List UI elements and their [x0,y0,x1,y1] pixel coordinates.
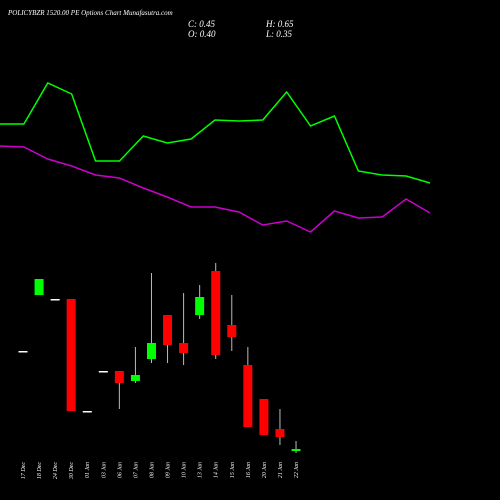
candle-body [179,343,189,353]
candle-body [18,351,28,353]
candle-body [82,411,92,413]
x-tick-label: 24 Dec [52,462,59,479]
x-tick-label: 01 Jan [85,462,91,478]
candle-body [163,315,173,345]
x-tick-label: 22 Jan [294,462,300,478]
candle-body [34,279,44,295]
indicator-line [0,145,431,233]
x-tick-label: 03 Jan [101,462,107,478]
x-tick-label: 07 Jan [133,462,139,478]
low-summary: L: 0.35 [265,29,293,39]
x-tick-label: 18 Dec [37,462,43,479]
candle-body [130,375,140,381]
x-tick-label: 21 Jan [278,462,284,478]
candle-body [195,297,205,315]
close-summary: C: 0.45 [188,19,216,29]
x-tick-label: 08 Jan [149,462,155,478]
high-summary: H: 0.65 [265,19,294,29]
x-tick-label: 16 Jan [246,462,252,478]
candle-body [50,299,60,301]
candle-body [211,271,221,355]
candle-body [146,343,156,359]
x-tick-label: 09 Jan [166,462,172,478]
x-tick-label: 17 Dec [21,462,27,479]
candle-body [291,449,301,451]
chart-title: POLICYBZR 1520.00 PE Options Chart Munaf… [7,9,173,17]
x-tick-label: 13 Jan [198,462,204,478]
x-tick-label: 14 Jan [213,462,220,478]
candle-body [98,371,108,373]
indicator-line [0,82,431,184]
x-tick-label: 20 Jan [262,462,268,478]
candle-body [275,429,285,437]
candle-body [227,325,237,337]
x-tick-label: 15 Jan [230,462,236,478]
candle-body [259,399,269,435]
x-tick-label: 06 Jan [117,462,123,478]
x-tick-label: 30 Dec [69,462,75,480]
candle-body [66,299,76,411]
open-summary: O: 0.40 [188,29,216,39]
candle-body [243,365,253,427]
candle-body [114,371,124,383]
x-tick-label: 10 Jan [182,462,188,478]
